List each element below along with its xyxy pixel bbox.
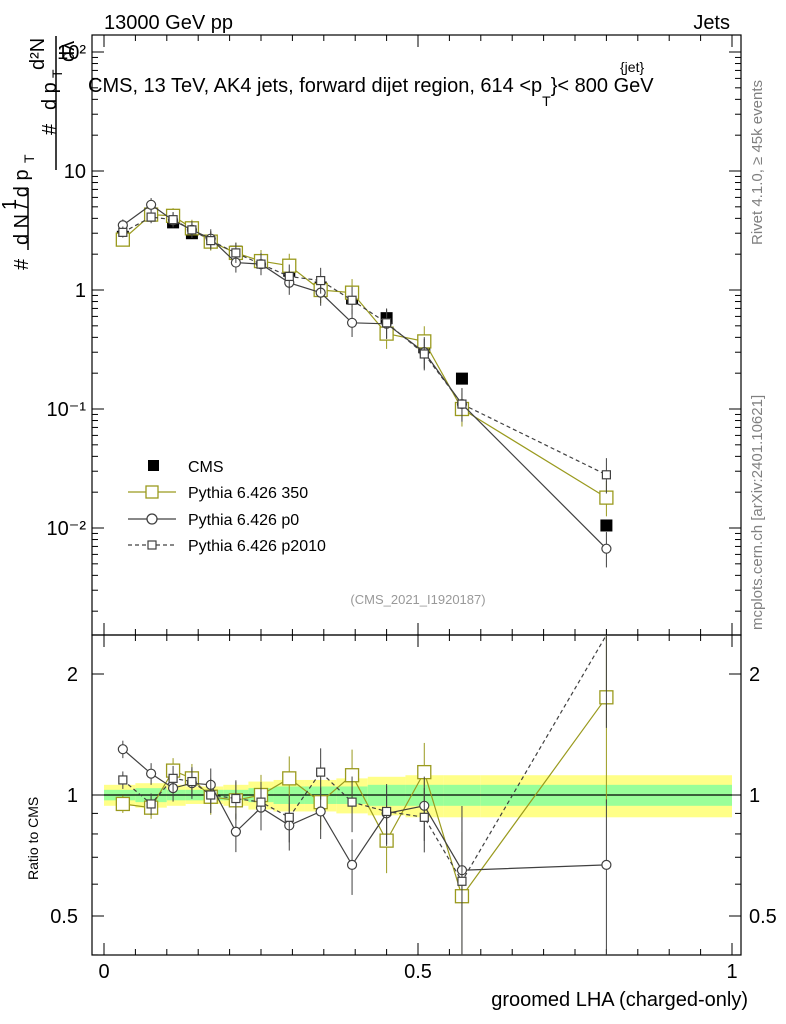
data-point (419, 349, 429, 359)
main-ylabel: # d N / d p T 1 # d p T d²N dλ (0, 36, 79, 270)
data-point (600, 519, 613, 532)
svg-text:T: T (49, 69, 65, 78)
data-point (168, 215, 178, 225)
x-tick-label: 0.5 (404, 961, 432, 983)
legend-cms-marker (148, 460, 159, 471)
plot-title-sup: {jet} (620, 59, 644, 75)
ratio-point (284, 812, 294, 822)
data-point (601, 470, 612, 480)
data-point (601, 543, 612, 554)
data-point (206, 236, 216, 246)
legend-350-label: Pythia 6.426 350 (188, 485, 308, 502)
ratio-point (168, 773, 178, 783)
ratio-panel: 0 0.5 1 0.5 0.5 1 1 2 2 (50, 634, 777, 983)
xlabel: groomed LHA (charged-only) (491, 989, 748, 1011)
ratio-y-tick-label: 1 (67, 785, 78, 807)
y-tick-label: 10⁻¹ (47, 399, 87, 421)
ratio-point (457, 876, 467, 886)
ratio-point (146, 799, 156, 809)
series-line (122, 216, 607, 476)
data-point (346, 317, 358, 328)
x-tick-label: 0 (98, 961, 109, 983)
plot-title-sub: T (542, 93, 551, 109)
ratio-series-2 (118, 634, 607, 955)
svg-text:dλ: dλ (57, 41, 79, 62)
plot-title-main: CMS, 13 TeV, AK4 jets, forward dijet reg… (88, 75, 542, 97)
ratio-point (601, 859, 612, 871)
series-line (122, 214, 607, 499)
series-3 (118, 210, 612, 494)
legend-p2010-marker (147, 540, 157, 550)
svg-text:1: 1 (0, 199, 21, 210)
ratio-y-tick-label: 2 (67, 664, 78, 686)
data-point (457, 399, 467, 409)
y-tick-label: 10 (64, 161, 86, 183)
ratio-point (118, 775, 128, 785)
svg-text:T: T (21, 154, 37, 163)
ratio-y-tick-label: 0.5 (50, 906, 78, 928)
data-point (347, 295, 357, 305)
svg-text:d p: d p (39, 82, 61, 110)
ratio-ylabel: Ratio to CMS (25, 797, 41, 880)
x-tick-label: 1 (726, 961, 737, 983)
main-panel: 10⁻² 10⁻¹ 1 10 10² (47, 34, 742, 636)
ratio-y-tick-label: 0.5 (749, 906, 777, 928)
legend: CMS Pythia 6.426 350 Pythia 6.426 p0 Pyt… (128, 459, 326, 555)
ratio-point (115, 796, 130, 812)
data-point (146, 212, 156, 222)
svg-text:CMS, 13 TeV, AK4 jets, forward: CMS, 13 TeV, AK4 jets, forward dijet reg… (88, 75, 654, 109)
ratio-point (146, 768, 157, 779)
legend-p2010-label: Pythia 6.426 p2010 (188, 538, 326, 555)
svg-text:#: # (11, 258, 33, 270)
y-tick-label: 10² (57, 42, 86, 64)
header-right: Jets (693, 12, 730, 34)
data-point (455, 372, 468, 385)
legend-p0-label: Pythia 6.426 p0 (188, 512, 299, 529)
header-left: 13000 GeV pp (104, 12, 233, 34)
data-point (256, 259, 266, 269)
analysis-tag: (CMS_2021_I1920187) (350, 592, 485, 607)
y-tick-label: 1 (75, 280, 86, 302)
ratio-point (230, 826, 241, 837)
ratio-point (187, 776, 197, 787)
svg-text:d²N: d²N (27, 38, 49, 70)
ratio-point (206, 790, 216, 800)
ratio-point (256, 797, 266, 807)
legend-p0-marker (146, 513, 158, 525)
data-point (231, 248, 241, 258)
data-point (382, 318, 392, 328)
ratio-point (347, 797, 357, 807)
plot-title: CMS, 13 TeV, AK4 jets, forward dijet reg… (88, 59, 654, 109)
ratio-point (346, 859, 358, 871)
series-0 (116, 207, 613, 532)
legend-350-marker (145, 485, 159, 499)
ratio-y-tick-label: 2 (749, 664, 760, 686)
data-point (118, 227, 128, 237)
data-point (316, 275, 326, 286)
ratio-y-tick-label: 1 (749, 785, 760, 807)
ratio-point (282, 771, 297, 786)
ratio-point (382, 806, 392, 817)
data-point (284, 271, 294, 282)
ratio-point (231, 793, 241, 804)
y-tick-label: 10⁻² (47, 518, 87, 540)
ratio-point (117, 744, 128, 755)
ratio-point (316, 767, 326, 777)
rivet-label: Rivet 4.1.0, ≥ 45k events (749, 80, 766, 245)
ratio-line (122, 634, 607, 883)
plot-title-end: }< 800 GeV (551, 75, 655, 97)
data-point (146, 199, 157, 210)
svg-text:#: # (39, 123, 61, 135)
ratio-point (419, 812, 429, 822)
mcplots-label: mcplots.cern.ch [arXiv:2401.10621] (749, 395, 766, 630)
data-point (187, 225, 197, 235)
legend-cms-label: CMS (188, 459, 224, 476)
ratio-point (315, 806, 326, 817)
